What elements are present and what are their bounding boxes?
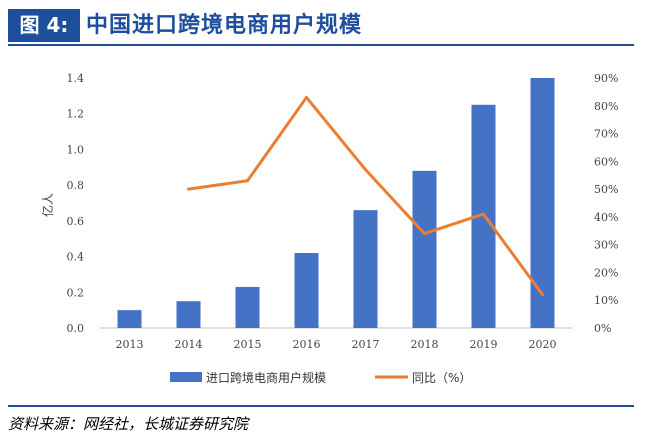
y2-tick-label: 80% [594, 100, 618, 113]
y-tick-label: 0.2 [67, 286, 85, 299]
y2-tick-label: 10% [594, 294, 618, 307]
line-point-2015 [246, 179, 249, 183]
footer-rule [8, 405, 634, 407]
legend-bar-swatch [170, 372, 202, 382]
source-note: 资料来源：网经社，长城证券研究院 [8, 415, 249, 433]
y-tick-label: 1.2 [67, 108, 85, 121]
y-tick-label: 0.6 [67, 215, 85, 228]
x-tick-label: 2019 [470, 338, 498, 351]
bar-2014 [176, 301, 201, 328]
y-axis-label: 亿人 [40, 193, 55, 217]
line-point-2017 [364, 168, 367, 172]
figure-title: 中国进口跨境电商用户规模 [86, 13, 363, 38]
legend-bar-label: 进口跨境电商用户规模 [206, 370, 326, 385]
y-tick-label: 1.4 [67, 72, 85, 85]
bar-2015 [235, 286, 260, 328]
bar-2020 [530, 78, 555, 328]
y2-tick-label: 30% [594, 239, 618, 252]
line-point-2014 [187, 187, 190, 191]
bar-2016 [294, 253, 319, 328]
left-axis: 0.0 0.2 0.4 0.6 0.8 1.0 1.2 1.4 [67, 72, 85, 335]
y-tick-label: 0.8 [67, 179, 85, 192]
line-point-2018 [423, 232, 426, 236]
line-series [187, 95, 544, 297]
figure-label: 图 4: [8, 9, 80, 42]
bar-2018 [412, 170, 437, 328]
bar-series [117, 78, 555, 329]
legend-line-label: 同比（%） [412, 371, 471, 385]
x-tick-label: 2018 [411, 338, 439, 351]
right-axis: 0% 10% 20% 30% 40% 50% 60% 70% 80% 90% [594, 72, 618, 335]
y2-tick-label: 60% [594, 155, 618, 168]
figure-header: 图 4: 中国进口跨境电商用户规模 [0, 0, 654, 48]
y2-tick-label: 70% [594, 128, 618, 141]
line-point-2020 [541, 293, 544, 297]
x-tick-label: 2017 [352, 338, 380, 351]
bar-2017 [353, 210, 378, 328]
header-rule [8, 44, 634, 46]
x-tick-label: 2014 [175, 338, 203, 351]
legend: 进口跨境电商用户规模 同比（%） [170, 370, 471, 385]
x-axis: 2013 2014 2015 2016 2017 2018 2019 2020 [100, 327, 572, 351]
x-tick-label: 2020 [529, 338, 557, 351]
y-tick-label: 0.4 [67, 251, 85, 264]
x-tick-label: 2016 [293, 338, 321, 351]
y-tick-label: 0.0 [67, 322, 85, 335]
y2-tick-label: 40% [594, 211, 618, 224]
x-tick-label: 2013 [116, 338, 144, 351]
y2-tick-label: 50% [594, 183, 618, 196]
line-point-2019 [482, 212, 485, 216]
y-tick-label: 1.0 [67, 143, 85, 156]
x-tick-label: 2015 [234, 338, 262, 351]
y2-tick-label: 20% [594, 266, 618, 279]
line-point-2016 [305, 95, 308, 99]
bar-2013 [117, 310, 142, 328]
y2-tick-label: 90% [594, 72, 618, 85]
y2-tick-label: 0% [594, 322, 611, 335]
